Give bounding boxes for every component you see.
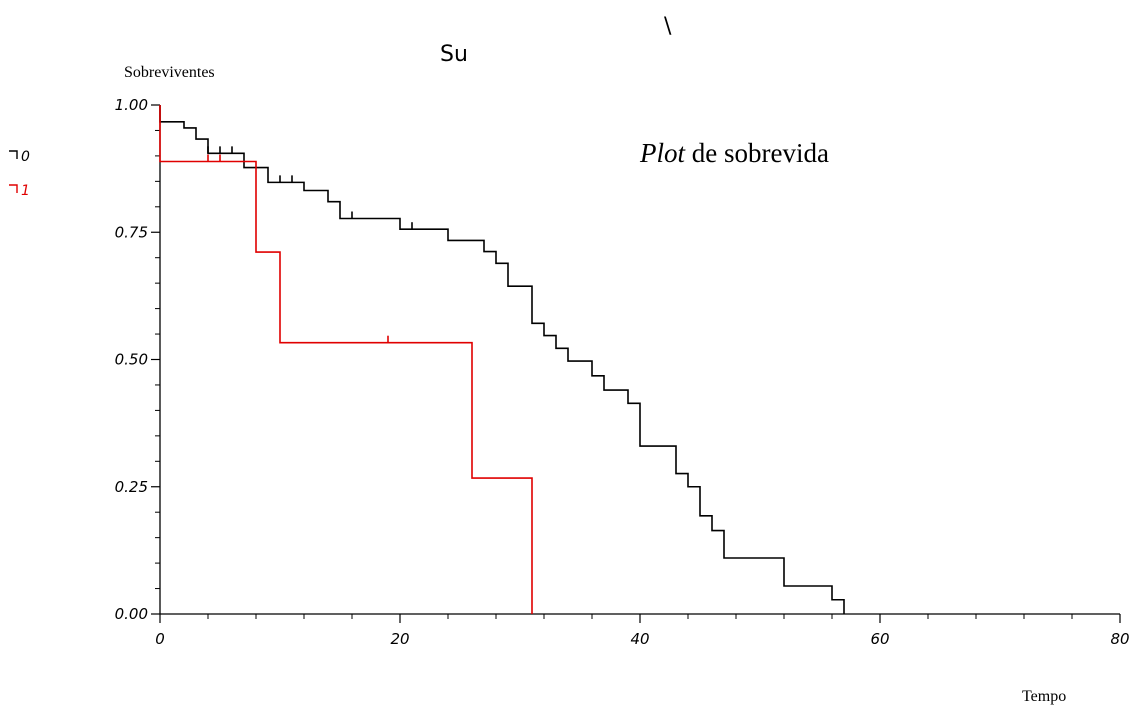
annotation-italic: Plot (639, 138, 686, 168)
x-tick-label: 80 (1110, 630, 1129, 648)
series-1-curve (159, 105, 533, 614)
x-tick-label: 20 (390, 630, 409, 648)
y-tick-label: 0.00 (115, 605, 148, 623)
annotation-rest: de sobrevida (685, 138, 829, 168)
series-0-curve (159, 105, 845, 614)
legend-label-0: 0 (21, 149, 30, 165)
x-tick-label: 0 (155, 630, 165, 648)
legend: 01 (9, 149, 30, 199)
chart-title: Su (440, 42, 468, 67)
y-tick-label: 0.50 (115, 351, 148, 369)
x-tick-label: 60 (870, 630, 889, 648)
legend-label-1: 1 (21, 183, 30, 199)
legend-swatch-1 (9, 184, 18, 193)
chart-title-stroke: \ (664, 14, 672, 39)
plot-area (159, 105, 845, 614)
legend-swatch-0 (9, 150, 18, 159)
y-tick-label: 0.75 (115, 223, 148, 241)
x-axis-label: Tempo (1022, 688, 1066, 705)
axes: 0.00 0.25 0.50 0.75 1.00 0 20 40 60 80 (115, 96, 1130, 648)
y-tick-label: 0.25 (115, 478, 148, 496)
chart-annotation: Plot de sobrevida (639, 138, 829, 168)
y-axis-label: Sobreviventes (124, 64, 215, 81)
x-tick-label: 40 (630, 630, 649, 648)
y-tick-label: 1.00 (115, 96, 148, 114)
